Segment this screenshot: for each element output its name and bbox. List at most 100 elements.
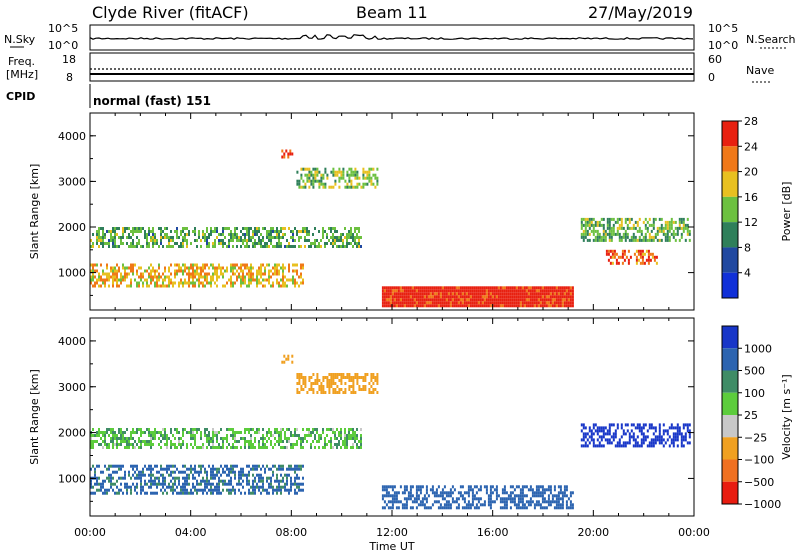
data-cell bbox=[543, 497, 546, 501]
data-cell bbox=[352, 385, 355, 388]
data-cell bbox=[96, 242, 98, 245]
data-cell bbox=[451, 289, 454, 293]
data-cell bbox=[342, 239, 344, 242]
data-cell bbox=[112, 236, 114, 239]
data-cell bbox=[286, 437, 288, 440]
data-cell bbox=[120, 440, 122, 443]
data-cell bbox=[256, 272, 258, 276]
data-cell bbox=[300, 373, 303, 376]
data-cell bbox=[511, 304, 514, 308]
data-cell bbox=[561, 491, 564, 495]
data-cell bbox=[194, 230, 196, 233]
data-cell bbox=[487, 494, 490, 498]
data-cell bbox=[224, 284, 226, 288]
data-cell bbox=[393, 494, 396, 498]
data-cell bbox=[206, 275, 208, 279]
data-cell bbox=[521, 292, 524, 296]
data-cell bbox=[314, 173, 317, 177]
data-cell bbox=[232, 470, 234, 474]
data-cell bbox=[344, 443, 346, 446]
data-cell bbox=[521, 503, 524, 507]
data-cell bbox=[188, 467, 190, 471]
y-tick-label: 2000 bbox=[58, 427, 86, 440]
data-cell bbox=[417, 488, 420, 492]
data-cell bbox=[210, 473, 212, 477]
data-cell bbox=[511, 491, 514, 495]
data-cell bbox=[519, 289, 522, 293]
data-cell bbox=[118, 491, 120, 495]
data-cell bbox=[431, 292, 434, 296]
data-cell bbox=[571, 289, 574, 293]
data-cell bbox=[449, 494, 452, 498]
data-cell bbox=[298, 437, 300, 440]
data-cell bbox=[180, 242, 182, 245]
data-cell bbox=[403, 506, 406, 510]
data-cell bbox=[417, 286, 420, 290]
data-cell bbox=[610, 232, 613, 236]
data-cell bbox=[507, 286, 510, 290]
data-cell bbox=[122, 233, 124, 236]
data-cell bbox=[505, 289, 508, 293]
data-cell bbox=[128, 440, 130, 443]
data-cell bbox=[156, 476, 158, 480]
data-cell bbox=[172, 491, 174, 495]
data-cell bbox=[264, 272, 266, 276]
data-cell bbox=[108, 464, 110, 468]
data-cell bbox=[230, 269, 232, 273]
y-tick-label: 4000 bbox=[58, 335, 86, 348]
colorbar-title: Velocity [m s⁻¹] bbox=[780, 374, 793, 459]
data-cell bbox=[391, 298, 394, 302]
data-cell bbox=[684, 423, 687, 427]
data-cell bbox=[555, 497, 558, 501]
data-cell bbox=[447, 304, 450, 308]
data-cell bbox=[174, 470, 176, 474]
data-cell bbox=[198, 281, 200, 285]
data-cell bbox=[118, 266, 120, 270]
data-cell bbox=[198, 275, 200, 279]
data-cell bbox=[385, 494, 388, 498]
data-cell bbox=[457, 301, 460, 305]
data-cell bbox=[356, 233, 358, 236]
data-cell bbox=[680, 220, 683, 224]
data-cell bbox=[330, 443, 332, 446]
data-cell bbox=[316, 391, 319, 394]
data-region bbox=[90, 263, 304, 288]
data-cell bbox=[604, 432, 607, 436]
data-cell bbox=[475, 304, 478, 308]
data-cell bbox=[296, 170, 299, 174]
data-cell bbox=[680, 435, 683, 439]
data-cell bbox=[437, 494, 440, 498]
data-cell bbox=[204, 263, 206, 267]
data-cell bbox=[537, 491, 540, 495]
data-cell bbox=[108, 272, 110, 276]
data-cell bbox=[334, 437, 336, 440]
data-cell bbox=[150, 491, 152, 495]
data-cell bbox=[571, 491, 574, 495]
data-cell bbox=[553, 289, 556, 293]
data-cell bbox=[300, 245, 302, 248]
data-cell bbox=[122, 437, 124, 440]
data-cell bbox=[650, 426, 653, 430]
data-cell bbox=[190, 443, 192, 446]
data-cell bbox=[441, 295, 444, 299]
data-cell bbox=[666, 438, 669, 442]
data-cell bbox=[547, 304, 550, 308]
data-cell bbox=[266, 440, 268, 443]
data-cell bbox=[276, 488, 278, 492]
data-cell bbox=[582, 435, 585, 439]
data-cell bbox=[128, 485, 130, 489]
data-cell bbox=[348, 236, 350, 239]
data-cell bbox=[670, 426, 673, 430]
data-cell bbox=[640, 429, 643, 433]
data-cell bbox=[354, 376, 357, 379]
colorbar-tick-label: 20 bbox=[744, 166, 758, 179]
data-cell bbox=[633, 252, 636, 256]
data-cell bbox=[182, 272, 184, 276]
data-cell bbox=[300, 488, 302, 492]
x-tick-label: 16:00 bbox=[477, 526, 509, 539]
data-cell bbox=[561, 292, 564, 296]
data-cell bbox=[126, 242, 128, 245]
data-cell bbox=[228, 470, 230, 474]
data-cell bbox=[236, 275, 238, 279]
data-cell bbox=[592, 426, 595, 430]
